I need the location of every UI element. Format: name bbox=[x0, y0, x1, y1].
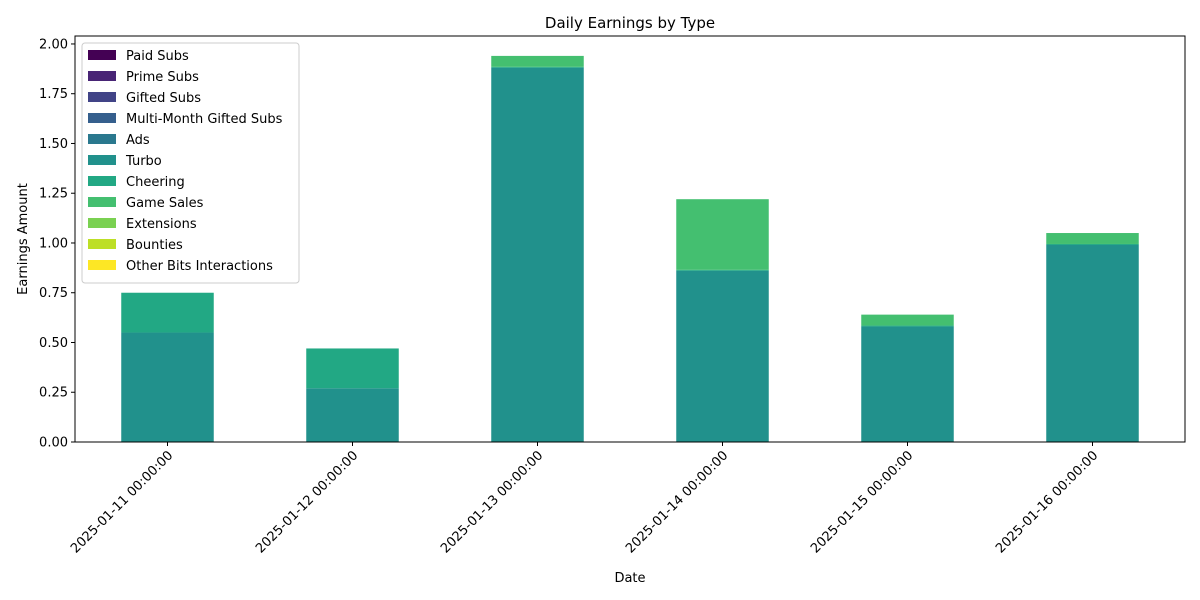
legend-swatch bbox=[88, 218, 116, 228]
y-axis-label: Earnings Amount bbox=[16, 183, 31, 295]
legend-label: Prime Subs bbox=[126, 70, 199, 85]
bar-segment bbox=[1046, 233, 1139, 244]
bar-segment bbox=[306, 348, 399, 389]
y-tick-label: 1.00 bbox=[39, 236, 68, 251]
legend-swatch bbox=[88, 134, 116, 144]
legend-label: Extensions bbox=[126, 217, 197, 232]
legend-label: Game Sales bbox=[126, 196, 204, 211]
legend-swatch bbox=[88, 239, 116, 249]
chart-title: Daily Earnings by Type bbox=[545, 14, 715, 32]
bar-segment bbox=[491, 66, 584, 68]
bar-segment bbox=[491, 67, 584, 442]
plot-frame bbox=[74, 35, 1186, 443]
legend-label: Turbo bbox=[125, 154, 162, 169]
legend-label: Multi-Month Gifted Subs bbox=[126, 112, 283, 127]
bar-segment bbox=[861, 326, 954, 442]
legend-swatch bbox=[88, 92, 116, 102]
legend-swatch bbox=[88, 176, 116, 186]
legend-swatch bbox=[88, 197, 116, 207]
y-tick-label: 1.25 bbox=[39, 187, 68, 202]
y-axis: 0.00 0.25 0.50 0.75 1.00 1.25 1.50 1.75 2.00 bbox=[39, 37, 75, 451]
bar-segment bbox=[861, 325, 954, 327]
legend: Paid Subs Prime Subs Gifted Subs Multi-Mont… bbox=[81, 42, 300, 284]
bar-segment bbox=[676, 199, 769, 270]
legend-swatch bbox=[88, 50, 116, 60]
legend-label: Cheering bbox=[126, 175, 185, 190]
legend-swatch bbox=[88, 260, 116, 270]
y-tick-label: 0.25 bbox=[39, 386, 68, 401]
legend-label: Gifted Subs bbox=[126, 91, 201, 106]
x-axis-label: Date bbox=[614, 571, 645, 586]
legend-swatch bbox=[88, 155, 116, 165]
y-tick-label: 0.00 bbox=[39, 436, 68, 451]
y-tick-label: 2.00 bbox=[39, 37, 68, 52]
y-tick-label: 1.75 bbox=[39, 87, 68, 102]
legend-label: Bounties bbox=[126, 238, 183, 253]
bar-segment bbox=[121, 332, 214, 442]
legend-label: Paid Subs bbox=[126, 49, 189, 64]
bar-segment bbox=[491, 55, 584, 67]
bar-segment bbox=[306, 388, 399, 442]
bar-segment bbox=[1046, 243, 1139, 245]
legend-label: Other Bits Interactions bbox=[126, 259, 273, 274]
legend-swatch bbox=[88, 71, 116, 81]
bar-segment bbox=[861, 314, 954, 326]
legend-swatch bbox=[88, 113, 116, 123]
y-tick-label: 0.75 bbox=[39, 286, 68, 301]
bar-segment bbox=[676, 270, 769, 442]
y-tick-label: 0.50 bbox=[39, 336, 68, 351]
bar-segment bbox=[1046, 244, 1139, 442]
legend-label: Ads bbox=[126, 133, 150, 148]
bar-segment bbox=[121, 292, 214, 333]
bars-group bbox=[121, 55, 1139, 442]
legend-box bbox=[81, 42, 300, 284]
bar-segment bbox=[676, 269, 769, 271]
y-tick-label: 1.50 bbox=[39, 137, 68, 152]
